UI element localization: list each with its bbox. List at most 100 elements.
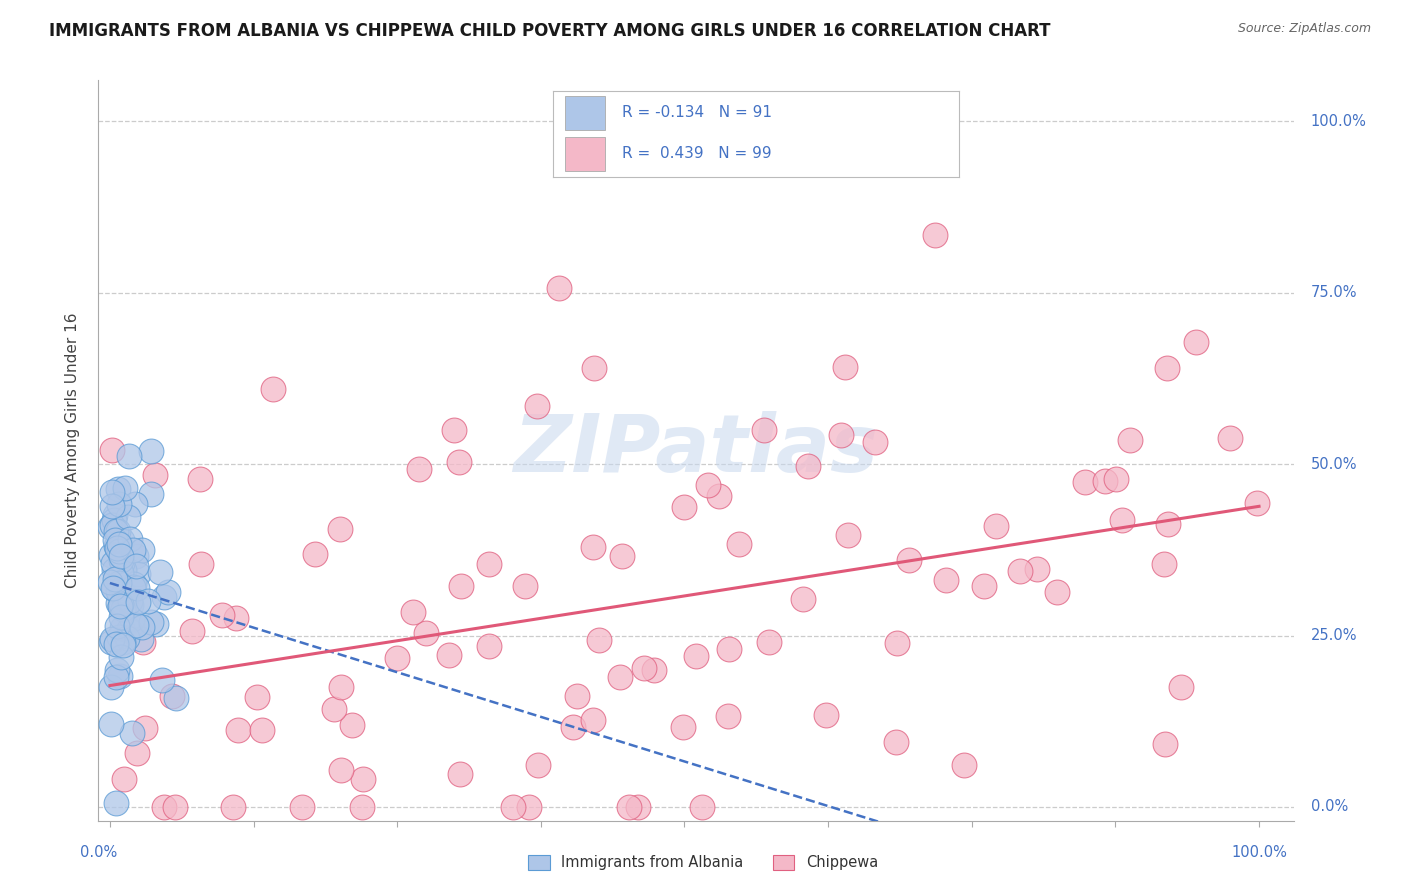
Point xyxy=(110,649,132,664)
Point xyxy=(100,548,122,562)
Point xyxy=(439,648,461,663)
Point xyxy=(565,689,588,703)
Text: 75.0%: 75.0% xyxy=(1310,285,1357,301)
Point xyxy=(884,735,907,749)
Point xyxy=(103,582,125,596)
Point xyxy=(125,549,148,563)
Point xyxy=(134,721,156,735)
Point xyxy=(515,579,537,593)
Point xyxy=(165,800,187,814)
Point xyxy=(1246,496,1268,510)
Point xyxy=(1119,433,1142,447)
Point xyxy=(105,524,128,538)
Point xyxy=(156,585,179,599)
Point xyxy=(352,772,374,786)
Point xyxy=(127,595,149,609)
Point xyxy=(100,680,122,694)
Point xyxy=(101,518,124,533)
Point xyxy=(98,575,121,590)
Point xyxy=(1156,361,1178,376)
Point xyxy=(127,567,149,582)
Point xyxy=(685,648,707,663)
Point xyxy=(110,553,132,567)
Point xyxy=(108,599,131,613)
Text: Source: ZipAtlas.com: Source: ZipAtlas.com xyxy=(1237,22,1371,36)
Point xyxy=(211,608,233,623)
Point xyxy=(588,632,610,647)
Point xyxy=(1094,474,1116,488)
Point xyxy=(129,632,152,646)
Point xyxy=(924,227,946,242)
Point xyxy=(107,482,129,496)
Point xyxy=(105,541,128,556)
Point xyxy=(103,556,125,570)
Point xyxy=(110,590,132,604)
Point xyxy=(136,594,159,608)
Text: ZIPatlas: ZIPatlas xyxy=(513,411,879,490)
Point xyxy=(190,558,212,572)
Point xyxy=(152,800,174,814)
Point xyxy=(103,513,125,527)
Point xyxy=(609,670,631,684)
Point xyxy=(443,423,465,437)
Point xyxy=(402,605,425,619)
Point xyxy=(112,772,135,786)
Point xyxy=(291,800,314,814)
Point xyxy=(582,360,605,375)
Point xyxy=(449,767,471,781)
Point xyxy=(352,800,374,814)
Point xyxy=(252,723,274,738)
Point xyxy=(323,701,346,715)
Point xyxy=(118,532,141,546)
Point xyxy=(752,424,775,438)
Point xyxy=(697,478,720,492)
Point xyxy=(112,560,135,574)
Point xyxy=(581,540,603,554)
Point xyxy=(118,623,141,637)
Point xyxy=(517,800,540,814)
Point xyxy=(165,691,187,706)
Point xyxy=(124,497,146,511)
Point xyxy=(1153,738,1175,752)
Point xyxy=(707,489,730,503)
Point xyxy=(717,642,740,657)
Point xyxy=(837,528,859,542)
Point xyxy=(1026,562,1049,576)
Point xyxy=(225,610,247,624)
Point xyxy=(478,557,501,571)
Point xyxy=(104,539,127,553)
Point xyxy=(120,598,142,612)
Point xyxy=(114,600,136,615)
Point xyxy=(149,565,172,579)
Point xyxy=(717,709,740,723)
Point xyxy=(1157,516,1180,531)
Point xyxy=(672,500,695,514)
Point xyxy=(117,509,139,524)
Point xyxy=(935,573,957,587)
Point xyxy=(141,487,163,501)
Point xyxy=(834,360,856,375)
Point xyxy=(329,522,352,536)
Text: IMMIGRANTS FROM ALBANIA VS CHIPPEWA CHILD POVERTY AMONG GIRLS UNDER 16 CORRELATI: IMMIGRANTS FROM ALBANIA VS CHIPPEWA CHIL… xyxy=(49,22,1050,40)
Point xyxy=(728,537,751,551)
Point xyxy=(108,669,131,683)
Point xyxy=(863,434,886,449)
Point xyxy=(131,620,153,634)
Point xyxy=(103,572,125,586)
Point xyxy=(98,519,121,533)
Point xyxy=(124,617,146,632)
Point xyxy=(122,542,145,557)
Point xyxy=(101,499,124,513)
Point xyxy=(1170,680,1192,694)
Point xyxy=(792,592,814,607)
Point xyxy=(408,462,430,476)
Point xyxy=(221,800,243,814)
Point xyxy=(122,580,145,594)
Point xyxy=(415,626,437,640)
Point xyxy=(107,524,129,538)
Point xyxy=(118,624,141,638)
Point xyxy=(105,670,128,684)
Point xyxy=(100,632,122,647)
Text: 100.0%: 100.0% xyxy=(1232,845,1286,860)
Point xyxy=(330,681,353,695)
